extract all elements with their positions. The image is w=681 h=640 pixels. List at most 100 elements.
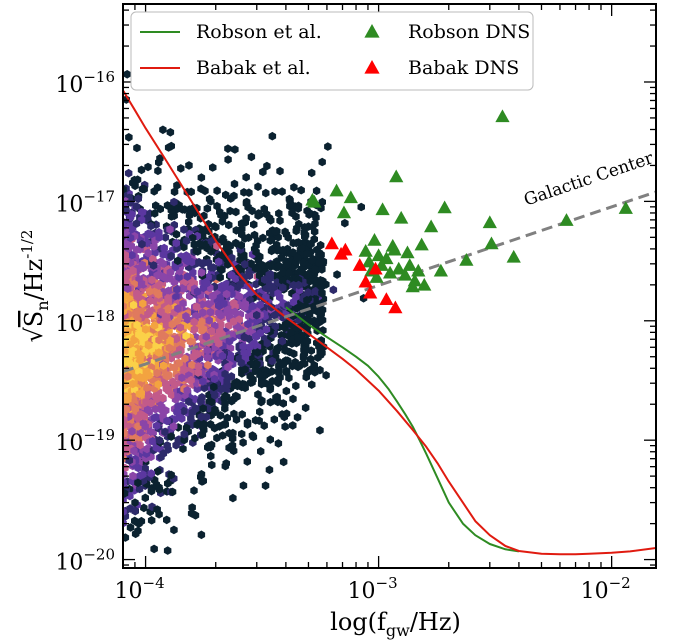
density-hexbin-cell (148, 275, 156, 285)
density-hexbin-cell (207, 247, 215, 256)
density-hexbin-cell (167, 470, 175, 480)
density-hexbin-cell (145, 341, 153, 350)
density-hexbin-cell (132, 219, 141, 228)
density-hexbin-cell (277, 253, 285, 262)
density-hexbin-cell (190, 325, 199, 334)
density-hexbin-cell (138, 184, 147, 194)
density-hexbin-cell (157, 452, 165, 462)
density-hexbin-cell (155, 348, 163, 357)
density-hexbin-cell (317, 282, 326, 292)
legend-swatch-triangle (364, 24, 380, 38)
density-hexbin-cell (283, 319, 291, 328)
density-hexbin-cell (150, 242, 158, 251)
density-hexbin-cell (144, 390, 153, 400)
density-hexbin-cell (218, 265, 226, 275)
density-hexbin-cell (193, 420, 201, 430)
density-hexbin-cell (268, 131, 277, 141)
density-hexbin-cell (256, 300, 264, 310)
density-hexbin-cell (205, 194, 214, 204)
density-hexbin-cell (172, 292, 180, 301)
density-hexbin-cell (177, 164, 185, 173)
density-hexbin-cell (294, 280, 303, 290)
density-hexbin-cell (310, 227, 319, 236)
density-hexbin-cell (175, 358, 183, 368)
density-hexbin-cell (202, 412, 211, 422)
density-hexbin-cell (165, 343, 173, 353)
density-hexbin-cell (222, 190, 230, 200)
density-hexbin-cell (231, 145, 239, 154)
density-hexbin-cell (191, 394, 199, 404)
density-hexbin-cell (124, 392, 132, 402)
density-hexbin-cell (252, 247, 260, 257)
density-hexbin-cell (162, 384, 171, 394)
density-hexbin-cell (224, 144, 232, 153)
density-hexbin-cell (244, 319, 252, 329)
density-hexbin-cell (199, 324, 207, 334)
density-hexbin-cell (161, 233, 170, 242)
density-hexbin-cell (205, 404, 213, 413)
density-hexbin-cell (140, 503, 148, 513)
density-hexbin-cell (131, 516, 139, 526)
density-hexbin-cell (242, 197, 251, 207)
legend-swatch-triangle (364, 60, 380, 74)
density-hexbin-cell (263, 338, 271, 348)
density-hexbin-cell (278, 336, 286, 346)
density-hexbin-cell (208, 397, 216, 407)
density-hexbin-cell (229, 428, 237, 438)
density-hexbin-cell (256, 407, 264, 417)
density-hexbin-cell (185, 217, 193, 227)
density-hexbin-cell (282, 346, 290, 355)
density-hexbin-cell (261, 275, 269, 284)
density-hexbin-cell (303, 336, 312, 346)
density-hexbin-cell (133, 320, 141, 330)
density-hexbin-cell (250, 230, 259, 240)
density-hexbin-cell (288, 208, 296, 218)
density-hexbin-cell (131, 529, 140, 539)
density-hexbin-cell (293, 304, 301, 313)
density-hexbin-cell (276, 216, 284, 225)
y-tick-label: 10−19 (55, 426, 115, 456)
density-hexbin-cell (263, 161, 271, 171)
density-hexbin-cell (153, 368, 161, 378)
density-hexbin-cell (146, 427, 155, 436)
marker-robson-dns (618, 201, 633, 214)
density-hexbin-cell (155, 281, 163, 290)
density-hexbin-cell (166, 268, 174, 277)
density-hexbin-cell (226, 206, 234, 216)
density-hexbin-cell (194, 362, 203, 371)
density-hexbin-cell (312, 186, 321, 196)
density-hexbin-cell (266, 397, 275, 407)
density-hexbin-cell (170, 422, 178, 431)
density-hexbin-cell (123, 429, 128, 438)
density-hexbin-cell (152, 480, 160, 489)
density-hexbin-cell (155, 233, 163, 242)
marker-robson-dns (559, 213, 574, 226)
y-axis-label: √Sn/Hz-1/2 (18, 230, 52, 343)
density-hexbin-cell (275, 368, 283, 378)
marker-robson-dns (411, 263, 426, 277)
density-hexbin-cell (138, 260, 147, 270)
density-hexbin-cell (257, 447, 265, 456)
density-hexbin-cell (150, 413, 159, 423)
marker-robson-dns (423, 219, 439, 233)
density-hexbin-cell (293, 253, 302, 263)
density-hexbin-cell (161, 312, 170, 322)
density-hexbin-cell (213, 433, 221, 443)
density-hexbin-cell (260, 204, 268, 214)
density-hexbin-cell (301, 232, 309, 241)
density-hexbin-cell (279, 245, 287, 255)
density-hexbin-cell (294, 204, 302, 213)
density-hexbin-cell (199, 377, 207, 386)
density-hexbin-cell (254, 390, 262, 399)
density-hexbin-cell (312, 213, 320, 222)
density-hexbin-cell (152, 443, 160, 452)
density-hexbin-cell (198, 477, 206, 486)
density-hexbin-cell (197, 396, 205, 406)
density-hexbin-cell (207, 451, 215, 461)
density-hexbin-cell (185, 161, 193, 170)
density-hexbin-cell (172, 238, 180, 248)
density-hexbin-cell (188, 503, 196, 512)
density-hexbin-cell (170, 187, 179, 197)
density-hexbin-cell (285, 268, 293, 278)
